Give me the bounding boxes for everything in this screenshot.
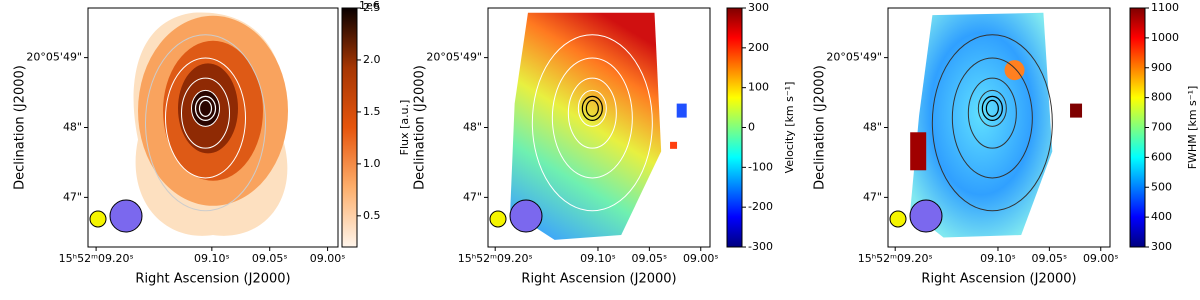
beam: [89, 210, 107, 228]
contour: [951, 57, 1033, 179]
colorbar-tick-label: 1.0: [363, 157, 381, 170]
colorbar-tick-label: 0.5: [363, 209, 381, 222]
x-tick-label: 09.00ˢ: [1083, 252, 1119, 265]
y-axis-label: Declination (J2000): [413, 65, 428, 190]
colorbar-tick-label: -100: [748, 160, 773, 173]
colorbar-tick-label: 700: [1151, 121, 1172, 134]
contour: [567, 77, 617, 149]
colorbar-tick-label: 300: [1151, 240, 1172, 253]
contour: [985, 99, 999, 117]
colorbar-tick-label: 500: [1151, 180, 1172, 193]
colorbar-tick-label: 400: [1151, 210, 1172, 223]
y-tick-label: 48": [63, 121, 82, 134]
map-image: [488, 8, 710, 247]
contour: [194, 95, 217, 121]
x-tick-label: 09.05ˢ: [252, 252, 288, 265]
y-tick-label: 47": [63, 190, 82, 203]
colorbar: [341, 7, 358, 248]
colorbar-tick-label: 0: [748, 121, 755, 134]
contour: [977, 89, 1007, 127]
emission: [510, 12, 662, 240]
colorbar-tick-label: -200: [748, 200, 773, 213]
x-axis-label: Right Ascension (J2000): [135, 272, 290, 287]
emission: [670, 141, 678, 149]
colorbar-tick-label: 2.5: [363, 1, 381, 14]
x-axis-label: Right Ascension (J2000): [921, 272, 1076, 287]
y-tick-label: 47": [463, 190, 482, 203]
contour: [191, 89, 220, 127]
contour: [585, 99, 599, 117]
x-tick-label: 09.10ˢ: [580, 252, 616, 265]
x-tick-label: 09.10ˢ: [980, 252, 1016, 265]
y-tick-label: 48": [463, 121, 482, 134]
map-image: [88, 8, 338, 247]
contour: [531, 34, 653, 212]
colorbar-tick-label: 1100: [1151, 1, 1179, 14]
colorbar-offset: 1e6: [359, 0, 380, 12]
y-tick-label: 47": [863, 190, 882, 203]
contour: [577, 89, 607, 127]
contour: [931, 34, 1053, 212]
colorbar: [1129, 7, 1146, 248]
y-tick-label: 48": [863, 121, 882, 134]
x-tick-label: 15ʰ52ᵐ09.20ˢ: [59, 252, 134, 265]
beam: [109, 199, 143, 233]
emission: [1004, 60, 1025, 81]
colorbar: [726, 7, 743, 248]
x-tick-label: 09.00ˢ: [310, 252, 346, 265]
emission: [1070, 103, 1083, 118]
contour: [145, 34, 266, 212]
contour: [165, 57, 246, 179]
contour: [551, 57, 633, 179]
colorbar-tick-label: 1.5: [363, 105, 381, 118]
y-tick-label: 20°05'49": [26, 51, 82, 64]
map-image: [888, 8, 1110, 247]
x-tick-label: 09.00ˢ: [683, 252, 719, 265]
colorbar-tick-label: -300: [748, 240, 773, 253]
contour: [967, 77, 1017, 149]
contour: [198, 99, 213, 117]
colorbar-tick-label: 100: [748, 81, 769, 94]
colorbar-tick-label: 2.0: [363, 53, 381, 66]
colorbar-tick-label: 900: [1151, 61, 1172, 74]
emission: [910, 132, 927, 171]
x-tick-label: 15ʰ52ᵐ09.20ˢ: [858, 252, 933, 265]
x-axis-label: Right Ascension (J2000): [521, 272, 676, 287]
colorbar-tick-label: 800: [1151, 91, 1172, 104]
y-axis-label: Declination (J2000): [13, 65, 28, 190]
colorbar-label: FWHM [km s⁻¹]: [1186, 86, 1199, 170]
colorbar-tick-label: 1000: [1151, 31, 1179, 44]
beam: [909, 199, 943, 233]
contour: [181, 77, 230, 149]
colorbar-label: Flux [a.u.]: [398, 100, 411, 156]
y-tick-label: 20°05'49": [426, 51, 482, 64]
colorbar-tick-label: 300: [748, 1, 769, 14]
x-tick-label: 09.10ˢ: [194, 252, 230, 265]
colorbar-tick-label: 600: [1151, 150, 1172, 163]
x-tick-label: 15ʰ52ᵐ09.20ˢ: [458, 252, 533, 265]
beam: [489, 210, 507, 228]
beam: [509, 199, 543, 233]
y-tick-label: 20°05'49": [826, 51, 882, 64]
colorbar-label: Velocity [km s⁻¹]: [783, 82, 796, 174]
x-tick-label: 09.05ˢ: [632, 252, 668, 265]
y-axis-label: Declination (J2000): [813, 65, 828, 190]
colorbar-tick-label: 200: [748, 41, 769, 54]
contour: [981, 95, 1003, 121]
contour: [581, 95, 603, 121]
beam: [889, 210, 907, 228]
x-tick-label: 09.05ˢ: [1032, 252, 1068, 265]
emission: [676, 103, 687, 118]
